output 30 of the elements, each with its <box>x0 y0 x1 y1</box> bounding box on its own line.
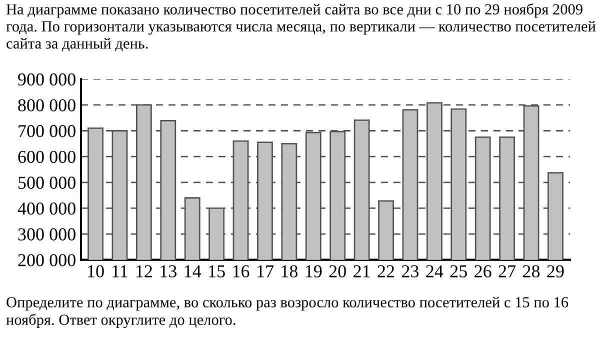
x-tick-label: 24 <box>426 265 444 278</box>
y-tick-label: 900 000 <box>18 73 76 86</box>
x-tick-label: 14 <box>184 265 202 278</box>
y-tick-label: 400 000 <box>18 202 76 215</box>
x-tick-label: 21 <box>354 265 370 278</box>
x-tick-label: 25 <box>450 265 467 278</box>
x-tick-label: 26 <box>474 265 492 278</box>
x-tick-label: 29 <box>547 265 564 278</box>
text: Определите по диаграмме, во сколько раз возросло количество посетителей с 15 по 16 ноября. Ответ округлите до целого. <box>6 296 568 328</box>
x-tick-label: 17 <box>258 265 274 278</box>
x-tick-label: 10 <box>88 265 104 278</box>
x-tick-label: 22 <box>378 265 394 278</box>
chart-title: На диаграмме показано количество посетителей сайта во все дни с 10 по 29 ноября 2009 года. По горизонтали указываются числа месяца, по вертикали — количество посетителей сайта за данный день. <box>6 3 596 52</box>
x-tick-label: 19 <box>306 265 322 278</box>
y-tick-label: 500 000 <box>18 176 76 189</box>
x-tick-label: 13 <box>160 265 176 278</box>
y-tick-label: 700 000 <box>18 125 76 138</box>
x-tick-label: 20 <box>329 265 346 278</box>
y-tick-label: 200 000 <box>18 254 76 266</box>
x-tick-label: 27 <box>498 265 516 278</box>
y-tick-label: 600 000 <box>18 150 76 164</box>
x-tick-label: 15 <box>209 265 225 278</box>
y-tick-label: 300 000 <box>18 228 76 240</box>
x-tick-label: 11 <box>112 265 128 278</box>
x-tick-label: 12 <box>136 265 152 278</box>
x-tick-label: 23 <box>402 265 419 278</box>
y-tick-label: 800 000 <box>18 99 76 112</box>
x-tick-label: 28 <box>523 265 540 278</box>
x-tick-label: 18 <box>282 265 298 278</box>
x-tick-label: 16 <box>233 265 250 278</box>
